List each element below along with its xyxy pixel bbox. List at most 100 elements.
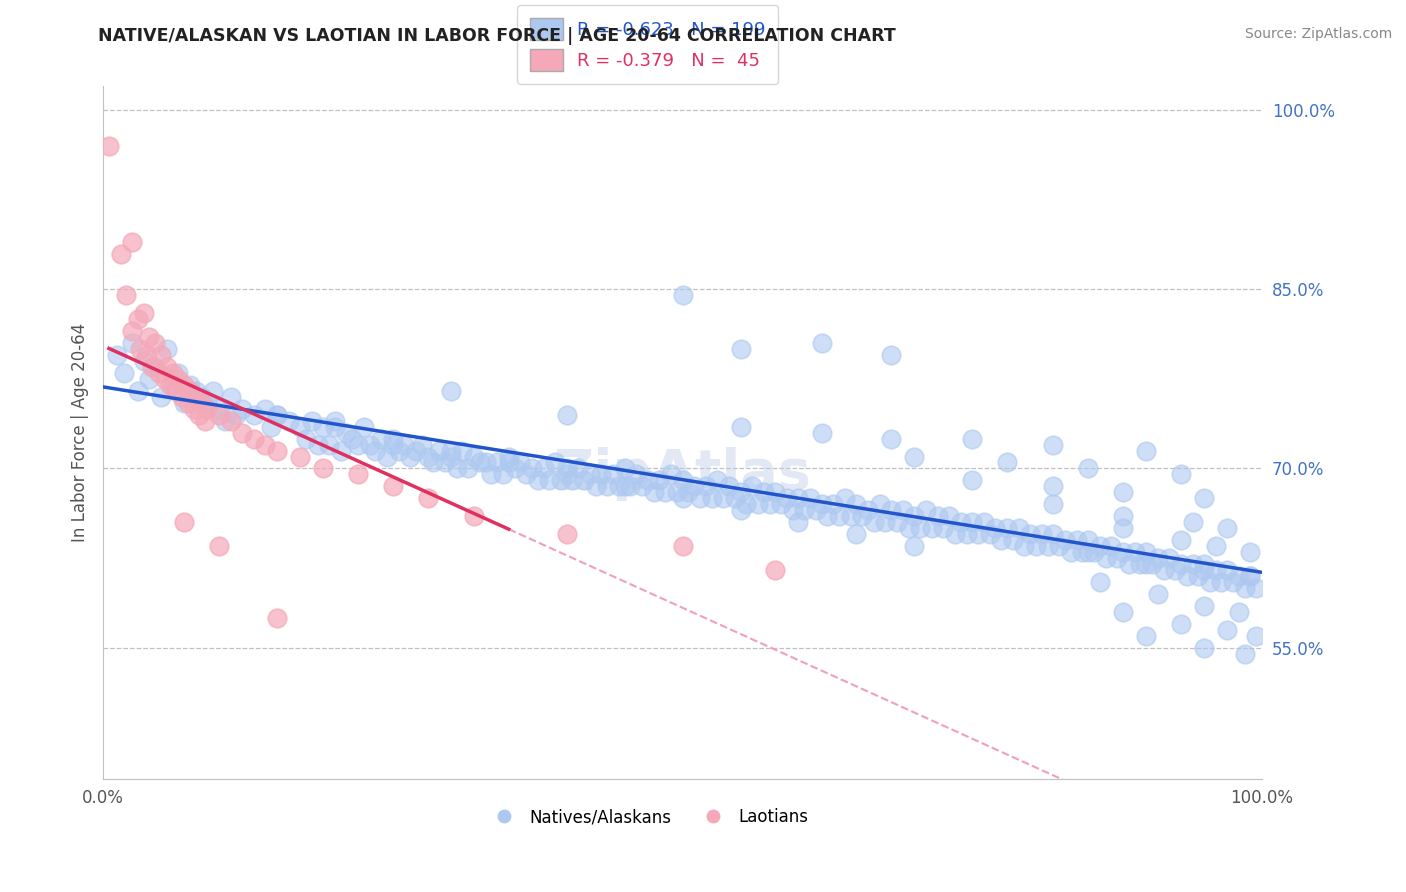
Point bbox=[903, 539, 925, 553]
Point bbox=[984, 521, 1007, 535]
Point bbox=[219, 390, 242, 404]
Point bbox=[162, 366, 184, 380]
Point bbox=[208, 408, 231, 422]
Point bbox=[1153, 563, 1175, 577]
Point bbox=[208, 539, 231, 553]
Point bbox=[405, 443, 427, 458]
Point bbox=[1192, 640, 1215, 655]
Point bbox=[194, 414, 217, 428]
Point bbox=[416, 450, 439, 464]
Point bbox=[141, 359, 163, 374]
Point bbox=[1192, 491, 1215, 506]
Point bbox=[1239, 569, 1261, 583]
Point bbox=[1239, 545, 1261, 559]
Point bbox=[533, 461, 555, 475]
Point bbox=[741, 479, 763, 493]
Point bbox=[730, 485, 752, 500]
Point bbox=[665, 485, 688, 500]
Point bbox=[463, 450, 485, 464]
Point bbox=[214, 414, 236, 428]
Point bbox=[381, 479, 404, 493]
Point bbox=[626, 467, 648, 482]
Point bbox=[231, 401, 253, 416]
Point bbox=[631, 479, 654, 493]
Point bbox=[381, 437, 404, 451]
Point bbox=[1031, 527, 1053, 541]
Point bbox=[1187, 569, 1209, 583]
Point bbox=[323, 419, 346, 434]
Point bbox=[962, 432, 984, 446]
Point bbox=[243, 408, 266, 422]
Point bbox=[301, 414, 323, 428]
Point bbox=[318, 437, 340, 451]
Point bbox=[329, 443, 352, 458]
Point bbox=[1066, 533, 1088, 547]
Point bbox=[776, 491, 799, 506]
Point bbox=[689, 491, 711, 506]
Point bbox=[364, 443, 387, 458]
Point bbox=[752, 485, 775, 500]
Point bbox=[526, 474, 548, 488]
Point bbox=[219, 414, 242, 428]
Point bbox=[671, 539, 693, 553]
Point bbox=[446, 461, 468, 475]
Point bbox=[1181, 515, 1204, 529]
Point bbox=[457, 461, 479, 475]
Point bbox=[637, 474, 659, 488]
Point bbox=[136, 348, 159, 362]
Point bbox=[167, 366, 190, 380]
Point bbox=[758, 497, 780, 511]
Point bbox=[1112, 509, 1135, 524]
Point bbox=[138, 372, 160, 386]
Point bbox=[370, 432, 392, 446]
Point bbox=[1135, 545, 1157, 559]
Point bbox=[197, 401, 219, 416]
Point bbox=[1112, 521, 1135, 535]
Point bbox=[747, 497, 769, 511]
Point bbox=[190, 390, 212, 404]
Point bbox=[197, 396, 219, 410]
Point bbox=[561, 474, 583, 488]
Point bbox=[555, 467, 578, 482]
Point bbox=[498, 455, 520, 469]
Point bbox=[422, 455, 444, 469]
Point bbox=[231, 425, 253, 440]
Point bbox=[1244, 629, 1267, 643]
Point bbox=[1019, 527, 1042, 541]
Point bbox=[804, 503, 827, 517]
Point bbox=[121, 324, 143, 338]
Point bbox=[150, 390, 173, 404]
Point bbox=[1233, 581, 1256, 595]
Point bbox=[381, 432, 404, 446]
Point bbox=[787, 515, 810, 529]
Point bbox=[1129, 557, 1152, 571]
Point bbox=[1135, 443, 1157, 458]
Point bbox=[1025, 539, 1047, 553]
Point bbox=[1244, 581, 1267, 595]
Point bbox=[1001, 533, 1024, 547]
Point bbox=[486, 455, 509, 469]
Point bbox=[1047, 539, 1070, 553]
Point bbox=[602, 467, 624, 482]
Point bbox=[170, 390, 193, 404]
Point bbox=[254, 437, 277, 451]
Point bbox=[225, 408, 247, 422]
Point bbox=[613, 461, 636, 475]
Point bbox=[891, 503, 914, 517]
Point bbox=[1008, 521, 1031, 535]
Point bbox=[770, 497, 793, 511]
Point bbox=[288, 419, 311, 434]
Point bbox=[1233, 647, 1256, 661]
Point bbox=[908, 521, 931, 535]
Point bbox=[591, 467, 613, 482]
Point bbox=[845, 527, 868, 541]
Point bbox=[555, 527, 578, 541]
Point bbox=[440, 384, 463, 398]
Point bbox=[399, 450, 422, 464]
Point bbox=[671, 288, 693, 302]
Point bbox=[162, 377, 184, 392]
Point bbox=[845, 497, 868, 511]
Point bbox=[1042, 527, 1064, 541]
Point bbox=[799, 491, 821, 506]
Point bbox=[990, 533, 1012, 547]
